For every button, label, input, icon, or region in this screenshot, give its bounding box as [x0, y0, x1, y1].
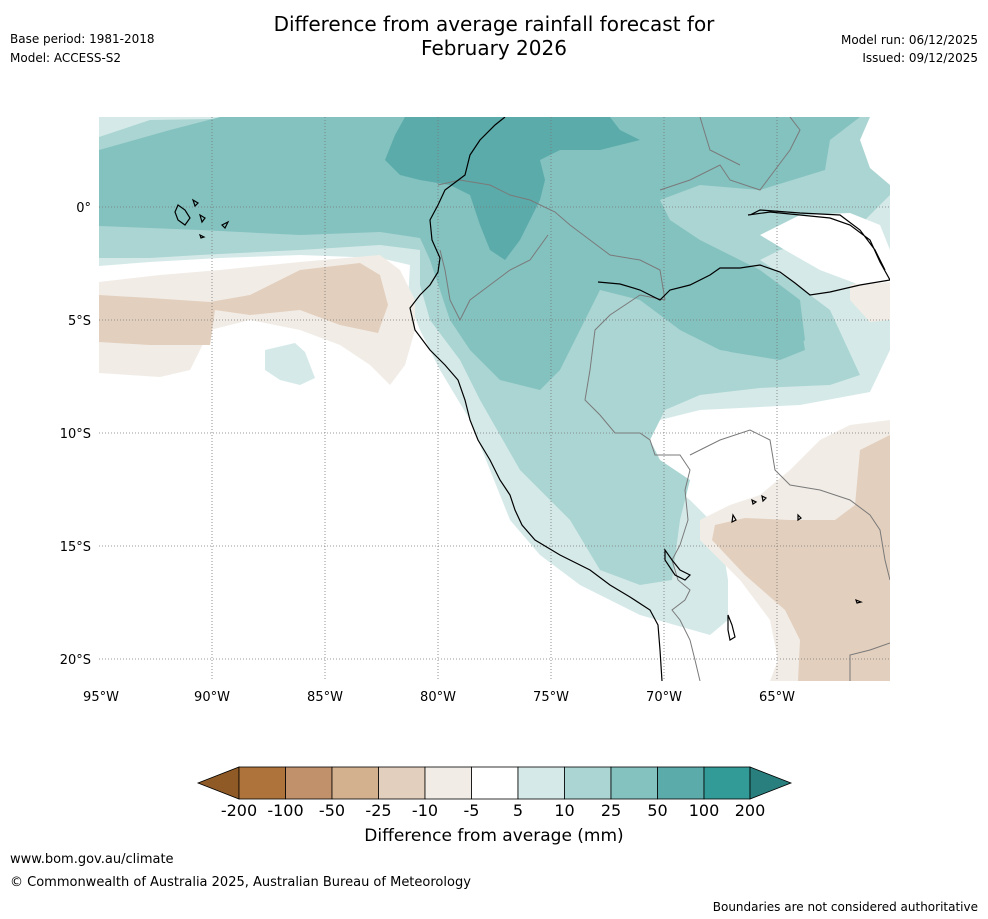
- lat-label: 20°S: [60, 653, 91, 668]
- coast-amazon-river: [597, 264, 890, 301]
- border-venezuela-brazil: [699, 117, 741, 166]
- website-link[interactable]: www.bom.gov.au/climate: [10, 852, 174, 867]
- colorbar: [196, 766, 793, 800]
- lon-label: 65°W: [759, 690, 795, 705]
- colorbar-swatch-zero: [471, 766, 519, 800]
- coast-pacific: [409, 117, 663, 681]
- colorbar-label: Difference from average (mm): [364, 826, 624, 846]
- colorbar-tick: -5: [464, 801, 480, 820]
- copyright-notice: © Commonwealth of Australia 2025, Austra…: [10, 875, 471, 890]
- colorbar-tick: 10: [554, 801, 574, 820]
- border-colombia-ecuador: [437, 179, 666, 301]
- dry-region-west-10: [99, 263, 388, 345]
- boundary-disclaimer: Boundaries are not considered authoritat…: [712, 900, 978, 914]
- colorbar-tick: -10: [412, 801, 438, 820]
- lon-labels: 95°W 90°W 85°W 80°W 75°W 70°W 65°W: [83, 690, 795, 705]
- lat-label: 10°S: [60, 427, 91, 442]
- colorbar-swatch-neg5: [424, 766, 472, 800]
- galapagos-islands: [174, 198, 230, 239]
- border-peru-chile-bolivia: [671, 544, 701, 681]
- wet-blob-offshore: [265, 343, 315, 385]
- dry-region-ne-5: [850, 278, 890, 322]
- colorbar-swatch-pos5: [517, 766, 565, 800]
- colorbar-tick: 25: [601, 801, 621, 820]
- lon-label: 95°W: [83, 690, 119, 705]
- dry-region-se-10: [712, 435, 890, 681]
- wet-region-25-50: [99, 117, 860, 390]
- lon-label: 75°W: [533, 690, 569, 705]
- lon-label: 80°W: [420, 690, 456, 705]
- model-name: Model: ACCESS-S2: [10, 51, 122, 65]
- wet-region-east-25: [640, 275, 805, 360]
- colorbar-swatch-neg50: [285, 766, 333, 800]
- colorbar-tick: -200: [221, 801, 257, 820]
- map-field: [99, 117, 890, 681]
- colorbar-swatch-pos50: [657, 766, 705, 800]
- neutral-region-ne-corner: [860, 117, 890, 185]
- colorbar-tick: 50: [647, 801, 667, 820]
- colorbar-tick: -25: [365, 801, 391, 820]
- colorbar-swatch-neg10: [378, 766, 426, 800]
- coast-caribbean: [747, 209, 890, 281]
- colorbar-tick: -50: [319, 801, 345, 820]
- colorbar-swatch-neg25: [331, 766, 379, 800]
- colorbar-extend-high: [749, 766, 793, 800]
- issued-date: Issued: 09/12/2025: [862, 51, 978, 65]
- colorbar-swatch-pos100: [703, 766, 751, 800]
- colorbar-swatch-pos25: [610, 766, 658, 800]
- country-borders: [437, 117, 890, 681]
- border-peru-brazil: [584, 294, 691, 546]
- colorbar-ticks: -200 -100 -50 -25 -10 -5 5 10 25 50 100 …: [221, 801, 765, 820]
- lon-label: 90°W: [194, 690, 230, 705]
- colorbar-tick: 5: [513, 801, 523, 820]
- border-ecuador-peru: [439, 234, 549, 322]
- title-line-1: Difference from average rainfall forecas…: [273, 12, 715, 36]
- border-bolivia-brazil: [689, 429, 890, 581]
- border-brazil-paraguay: [849, 642, 890, 681]
- lon-label: 85°W: [307, 690, 343, 705]
- lat-label: 0°: [76, 201, 91, 216]
- model-run: Model run: 06/12/2025: [840, 33, 978, 47]
- lake-titicaca: [664, 548, 692, 581]
- lon-label: 70°W: [646, 690, 682, 705]
- base-period: Base period: 1981-2018: [10, 32, 155, 46]
- colorbar-tick: -100: [267, 801, 303, 820]
- title-line-2: February 2026: [421, 36, 567, 60]
- coastlines: [174, 117, 890, 681]
- lat-label: 15°S: [60, 540, 91, 555]
- colorbar-tick: 100: [689, 801, 720, 820]
- border-colombia-venezuela: [659, 117, 801, 191]
- map-title: Difference from average rainfall forecas…: [0, 12, 988, 60]
- lat-label: 5°S: [68, 314, 91, 329]
- lat-labels: 0° 5°S 10°S 15°S 20°S: [60, 201, 91, 668]
- colorbar-tick: 200: [735, 801, 766, 820]
- colorbar-swatch-neg100: [238, 766, 286, 800]
- inland-lakes-bolivia: [727, 494, 863, 641]
- wet-region-50-100: [385, 117, 640, 260]
- colorbar-extend-low: [196, 766, 240, 800]
- colorbar-swatch-pos10: [564, 766, 612, 800]
